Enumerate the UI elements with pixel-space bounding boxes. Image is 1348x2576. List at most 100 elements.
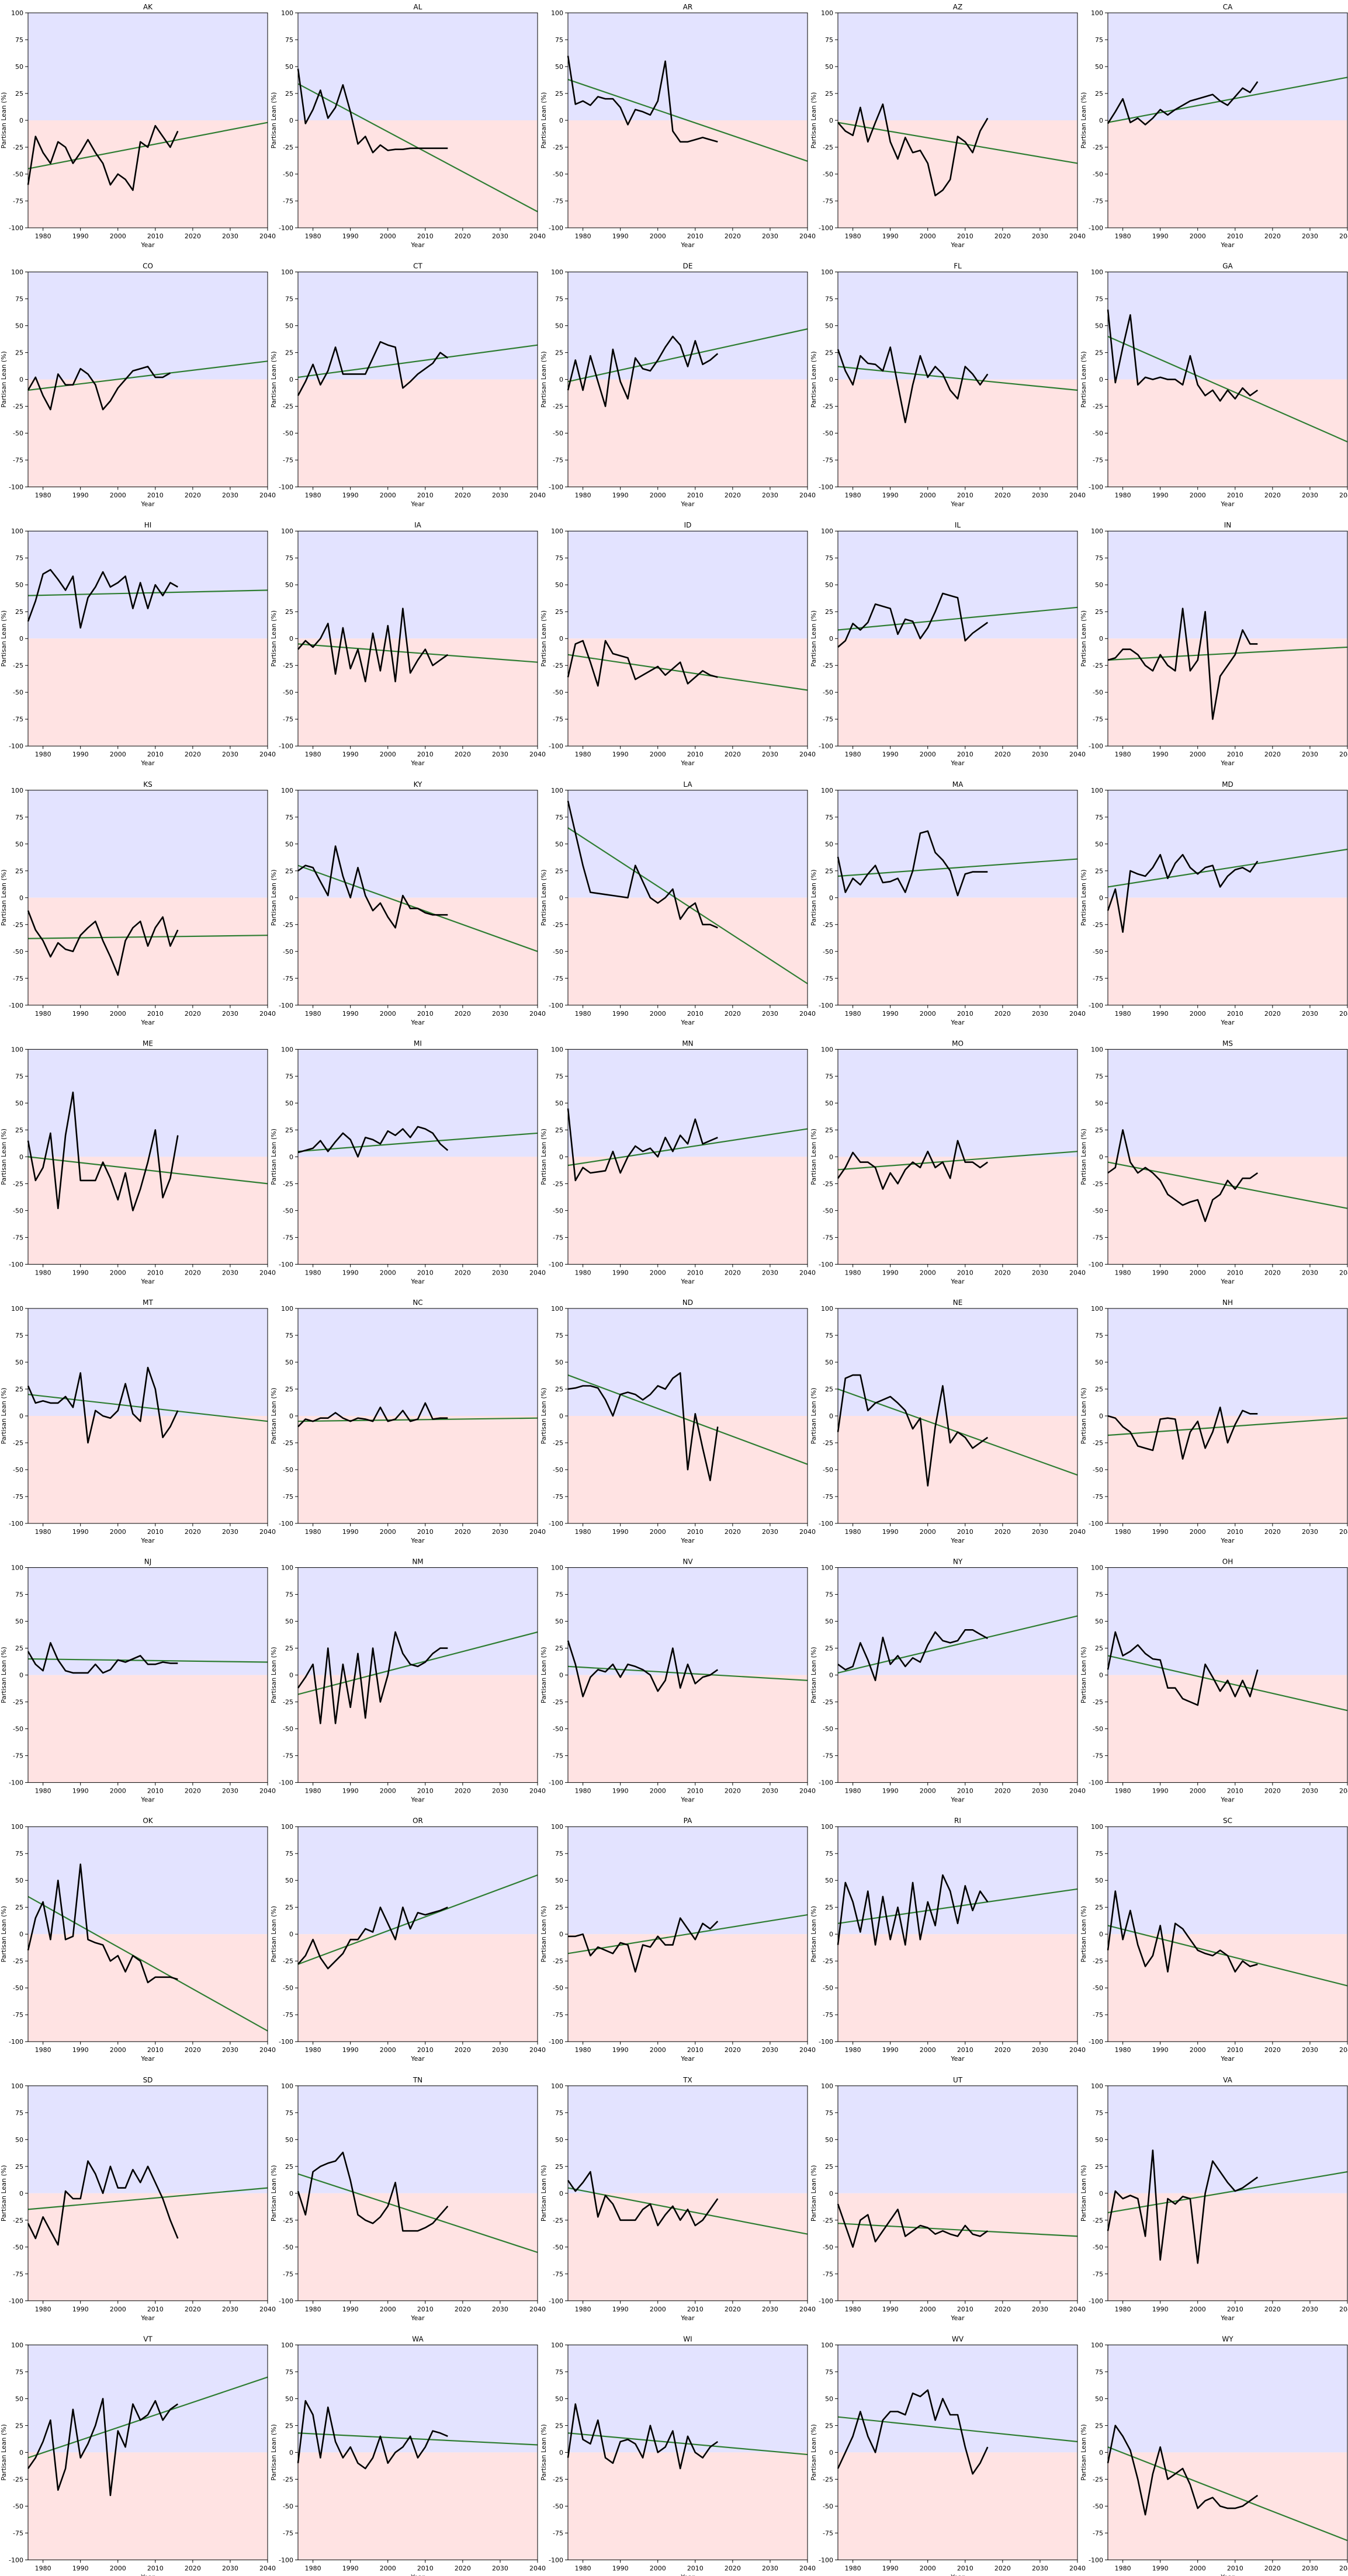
y-tick-label: 75: [825, 814, 833, 821]
y-tick-label: 0: [829, 117, 833, 124]
x-tick-label: 2020: [725, 1269, 741, 1276]
y-tick-label: 25: [825, 867, 833, 875]
y-tick-label: 100: [551, 1046, 563, 1053]
y-tick-label: -50: [553, 948, 563, 956]
positive-region: [1108, 13, 1347, 120]
negative-region: [1108, 379, 1347, 487]
y-tick-label: -25: [553, 662, 563, 669]
y-tick-label: 0: [1099, 2449, 1103, 2456]
y-tick-label: -75: [13, 457, 23, 464]
trend-line: [837, 366, 1078, 391]
x-tick-label: 1990: [72, 492, 89, 499]
y-tick-label: 50: [825, 63, 833, 71]
series-line: [27, 1091, 179, 1211]
y-tick-label: -50: [283, 430, 293, 438]
y-tick-label: 25: [555, 867, 563, 875]
data-point: [1174, 2473, 1176, 2474]
x-tick-label: 2020: [185, 1269, 201, 1276]
negative-region: [28, 638, 268, 747]
y-tick-label: -25: [283, 921, 293, 929]
y-tick-label: 0: [289, 1153, 293, 1161]
y-tick-label: -100: [1089, 224, 1103, 232]
data-point: [1204, 2500, 1205, 2501]
y-tick-label: 50: [555, 1359, 563, 1366]
y-tick-label: -25: [553, 403, 563, 411]
series-line: [1107, 309, 1259, 402]
negative-region: [568, 120, 808, 228]
y-tick-label: -100: [549, 484, 563, 491]
y-tick-label: 100: [1091, 9, 1103, 17]
x-tick-label: 1980: [575, 751, 591, 758]
x-tick-label: 2000: [380, 1010, 396, 1018]
x-tick-label: 1990: [612, 492, 629, 499]
y-tick-label: 100: [281, 1046, 293, 1053]
chart-title: AR: [683, 3, 693, 11]
y-tick-label: 0: [19, 894, 23, 902]
y-tick-label: 75: [15, 296, 23, 303]
y-axis-label: Partisan Lean (%): [0, 351, 8, 408]
chart-title: MI: [414, 1039, 422, 1047]
x-tick-label: 1980: [35, 492, 51, 499]
x-tick-label: 2040: [529, 1010, 546, 1018]
x-axis-label: Year: [680, 1277, 695, 1285]
x-tick-label: 1990: [72, 1010, 89, 1018]
y-tick-label: 25: [1095, 349, 1103, 357]
x-tick-label: 2020: [455, 751, 471, 758]
x-tick-label: 2010: [1227, 232, 1243, 240]
y-tick-label: 0: [289, 1412, 293, 1420]
y-tick-label: -75: [553, 457, 563, 464]
y-tick-label: 100: [11, 1046, 23, 1053]
y-tick-label: 75: [825, 1072, 833, 1080]
y-tick-label: -75: [1093, 2529, 1103, 2537]
x-tick-label: 2040: [529, 1528, 546, 1536]
chart-title: GA: [1222, 262, 1233, 270]
trend-line: [837, 121, 1078, 164]
y-tick-label: 0: [1099, 635, 1103, 643]
data-point: [1249, 2500, 1250, 2501]
y-axis-label: Partisan Lean (%): [540, 351, 547, 408]
y-tick-label: 25: [15, 90, 23, 98]
x-tick-label: 2030: [762, 492, 778, 499]
x-tick-label: 2040: [799, 492, 816, 499]
y-tick-label: -75: [13, 975, 23, 983]
x-axis-label: Year: [410, 501, 425, 508]
x-tick-label: 1980: [575, 1269, 591, 1276]
negative-region: [28, 120, 268, 228]
x-tick-label: 1980: [35, 232, 51, 240]
x-tick-label: 1990: [882, 1269, 899, 1276]
x-axis-label: Year: [140, 501, 155, 508]
y-tick-label: -100: [1089, 742, 1103, 750]
chart-title: MD: [1222, 780, 1233, 789]
x-tick-label: 2010: [147, 751, 164, 758]
x-tick-label: 1980: [845, 232, 861, 240]
y-tick-label: 75: [555, 1072, 563, 1080]
y-tick-label: 0: [829, 635, 833, 643]
y-tick-label: -100: [1089, 1261, 1103, 1268]
y-tick-label: -75: [283, 457, 293, 464]
x-tick-label: 2020: [455, 232, 471, 240]
x-tick-label: 2020: [455, 492, 471, 499]
x-axis-label: Year: [950, 759, 965, 767]
x-tick-label: 2000: [380, 232, 396, 240]
x-tick-label: 1990: [342, 492, 359, 499]
x-tick-label: 2020: [1264, 1269, 1281, 1276]
positive-region: [28, 790, 268, 898]
y-tick-label: 50: [555, 63, 563, 71]
y-axis-label: Partisan Lean (%): [810, 1129, 817, 1185]
positive-region: [568, 790, 808, 898]
x-tick-label: 1980: [305, 492, 321, 499]
negative-region: [1108, 120, 1347, 228]
x-tick-label: 2020: [1264, 2564, 1281, 2572]
y-tick-label: 75: [285, 296, 293, 303]
x-tick-label: 2000: [920, 232, 936, 240]
x-tick-label: 1990: [1152, 1269, 1169, 1276]
data-point: [1197, 2508, 1198, 2509]
y-tick-label: -50: [553, 1207, 563, 1214]
y-tick-label: 100: [1091, 527, 1103, 535]
trend-line: [1107, 646, 1348, 661]
trend-line: [297, 1132, 538, 1152]
chart-title: ME: [143, 1039, 153, 1047]
series-line: [567, 335, 719, 407]
